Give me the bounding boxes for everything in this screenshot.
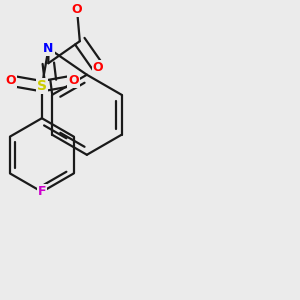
Text: O: O xyxy=(93,61,104,74)
Text: O: O xyxy=(68,74,79,87)
Text: O: O xyxy=(5,74,16,87)
Text: N: N xyxy=(43,42,54,55)
Text: F: F xyxy=(38,185,46,198)
Text: O: O xyxy=(72,3,82,16)
Text: S: S xyxy=(37,79,47,93)
